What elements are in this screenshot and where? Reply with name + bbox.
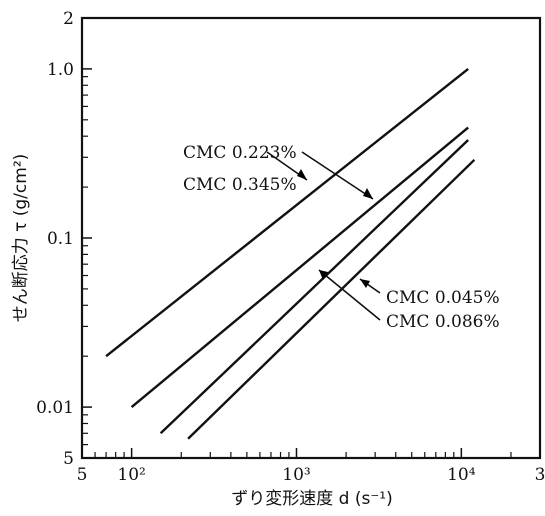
callout-arrowhead xyxy=(360,279,370,288)
y-axis-label: せん断応力 τ (g/cm²) xyxy=(11,154,31,323)
x-tick-label: 10⁴ xyxy=(447,465,476,485)
y-tick-label: 1.0 xyxy=(47,60,74,80)
series-line xyxy=(159,139,469,435)
series-line xyxy=(130,126,469,409)
series-line xyxy=(105,67,469,358)
x-tick-label: 10² xyxy=(117,465,145,485)
series-label: CMC 0.045% xyxy=(386,288,500,308)
series-line xyxy=(187,158,476,440)
x-tick-label: 5 xyxy=(77,465,88,485)
callout-arrowhead xyxy=(363,188,373,199)
series-label: CMC 0.223% xyxy=(183,143,297,163)
series-label: CMC 0.345% xyxy=(183,175,297,195)
y-tick-label: 0.01 xyxy=(36,398,74,418)
series-callout-line xyxy=(301,151,374,200)
series-callout-line xyxy=(318,269,381,321)
series-label: CMC 0.086% xyxy=(386,312,500,332)
x-axis-label: ずり変形速度 d (s⁻¹) xyxy=(231,489,393,509)
y-tick-label: 5 xyxy=(63,449,74,469)
y-tick-label: 2 xyxy=(63,9,74,29)
callout-arrowhead xyxy=(319,270,328,280)
x-tick-label: 3 xyxy=(535,465,545,485)
x-tick-label: 10³ xyxy=(282,465,310,485)
callout-arrowhead xyxy=(297,169,307,180)
y-tick-label: 0.1 xyxy=(47,229,74,249)
